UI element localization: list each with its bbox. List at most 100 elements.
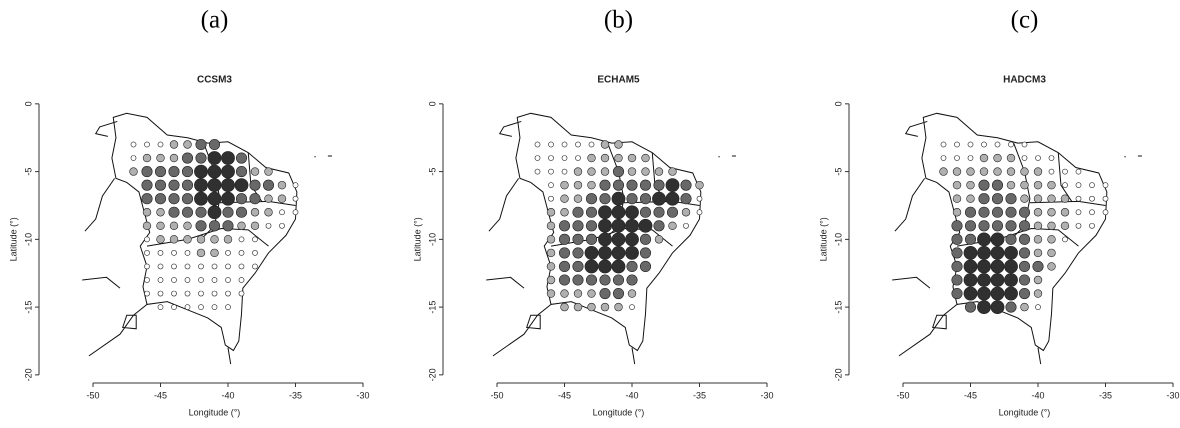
bubble	[249, 193, 261, 205]
bubble	[681, 208, 691, 217]
bubble	[181, 206, 194, 218]
bubble	[1075, 222, 1082, 229]
bubble	[668, 221, 677, 231]
bubble	[611, 246, 626, 260]
bubble	[666, 206, 679, 218]
bubble	[951, 247, 963, 259]
x-tick-label: -30	[760, 390, 773, 400]
x-tick-label: -45	[154, 390, 167, 400]
bubble	[585, 233, 598, 245]
bubble	[198, 304, 204, 310]
bubble	[1047, 235, 1056, 244]
bubble	[1018, 247, 1031, 259]
bubble	[652, 191, 666, 206]
bubble	[599, 193, 611, 205]
bubble	[680, 179, 692, 191]
x-axis-label: Longitude (°)	[999, 407, 1051, 417]
bubble	[954, 155, 960, 161]
bubble	[612, 288, 625, 300]
x-tick-label: -40	[221, 390, 234, 400]
bubble	[222, 206, 234, 218]
bubble	[207, 205, 222, 220]
bubble	[1004, 259, 1018, 274]
bubble	[184, 250, 191, 256]
bubble	[993, 153, 1002, 163]
bubble	[665, 178, 680, 193]
bubble	[1062, 236, 1068, 243]
bubble	[696, 195, 703, 202]
bubble	[207, 164, 222, 179]
bubble	[952, 167, 962, 176]
bubble	[964, 233, 977, 245]
y-tick-label: -5	[23, 168, 33, 176]
bubble	[1075, 182, 1082, 188]
bubble	[572, 233, 584, 245]
bubble	[252, 236, 258, 243]
bubble	[939, 167, 948, 176]
bubble	[990, 246, 1005, 260]
bubble	[183, 140, 192, 149]
bubble	[225, 250, 231, 256]
bubble	[951, 220, 963, 232]
y-tick-label: -5	[833, 168, 843, 176]
bubble	[194, 191, 208, 206]
bubble	[978, 193, 990, 205]
y-tick-label: -15	[23, 301, 33, 314]
bubble	[560, 208, 569, 217]
bubble	[264, 167, 273, 176]
bubble	[584, 259, 599, 274]
bubble	[951, 233, 963, 245]
bubble	[196, 248, 206, 258]
y-tick-label: -15	[427, 301, 437, 314]
axes: -50 -45 -40 -35 -30 0 -5 -10 -15 -20	[23, 101, 369, 400]
bubble	[265, 222, 272, 229]
bubble	[598, 205, 612, 220]
bubble	[1020, 302, 1029, 312]
bubble	[1006, 153, 1016, 163]
bubble	[1033, 275, 1043, 285]
bubble	[612, 274, 625, 286]
bubble	[210, 248, 219, 258]
bubble	[695, 180, 704, 190]
bubble	[990, 286, 1005, 301]
bubble	[1018, 233, 1031, 245]
bubble	[250, 208, 260, 217]
bubble	[575, 155, 581, 161]
x-tick-label: -45	[964, 390, 977, 400]
y-tick-label: 0	[833, 101, 843, 106]
bubble	[625, 232, 639, 247]
bubble	[978, 206, 990, 218]
x-tick-label: -30	[356, 390, 369, 400]
bubble	[234, 178, 249, 193]
bubble	[952, 180, 962, 190]
bubble	[1089, 182, 1095, 188]
bubble	[221, 151, 235, 165]
bubble	[238, 277, 245, 283]
bubble	[627, 153, 637, 163]
bubble	[171, 250, 177, 256]
bubble	[626, 274, 638, 286]
bubble	[991, 179, 1004, 191]
bubble	[587, 180, 596, 190]
bubble	[990, 273, 1005, 287]
bubble	[1018, 206, 1031, 218]
bubble	[252, 250, 258, 256]
bubble	[1035, 155, 1041, 161]
bubble	[169, 140, 179, 149]
bubble	[558, 233, 571, 245]
bubble	[1005, 233, 1017, 245]
bubble	[625, 205, 639, 220]
bubble	[588, 141, 595, 148]
bubble	[587, 153, 596, 163]
panel: (b) ECHAM5 -50 -45 -40 -35 -30 0 -5 -10 -15 -20 Long…	[412, 7, 773, 418]
bubble	[611, 259, 626, 274]
bubble	[665, 191, 680, 206]
bubble	[207, 178, 222, 193]
bubble	[611, 218, 626, 233]
bubble	[1047, 180, 1056, 190]
bubble	[558, 220, 571, 232]
bubble	[548, 168, 554, 175]
chart-title: CCSM3	[197, 75, 232, 86]
bubble	[210, 235, 219, 244]
